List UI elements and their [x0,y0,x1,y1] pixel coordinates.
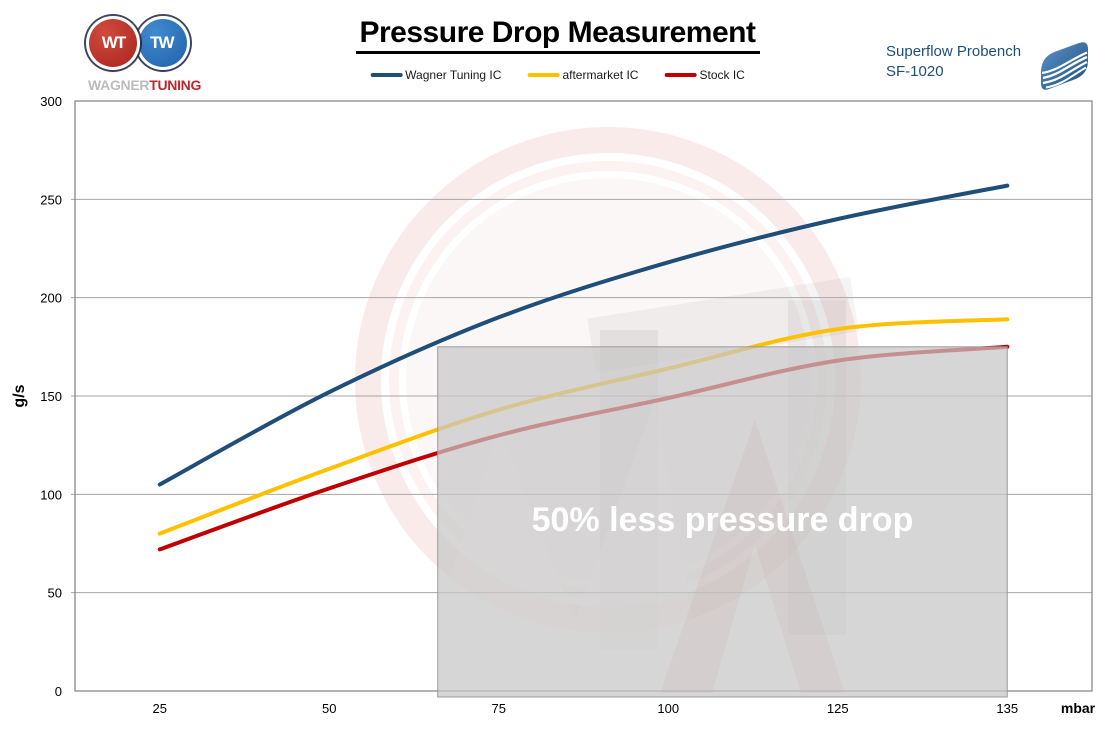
y-axis-label: g/s [11,384,28,407]
x-tick-label-25: 25 [153,701,167,716]
wagner-tuning-wordmark: WAGNERTUNING [88,77,238,93]
series-line-wagner-tuning-ic [157,183,1010,487]
y-tick-label-150: 150 [40,389,62,404]
wagner-tuning-emblem: WT WT [78,12,238,74]
x-tick-label-50: 50 [322,701,336,716]
test-bench-label: Superflow Probench SF-1020 [886,42,1021,82]
y-tick-label-250: 250 [40,192,62,207]
test-bench-model: SF-1020 [886,63,944,80]
wagner-emblem-red-circle: WT [86,16,140,70]
chart-legend: Wagner Tuning IC aftermarket IC Stock IC [370,68,745,82]
x-tick-label-125: 125 [827,701,849,716]
x-tick-label-75: 75 [492,701,506,716]
wagner-emblem-blue-circle: WT [136,16,190,70]
x-axis-unit-label: mbar [1061,700,1096,716]
wagner-monogram-mirrored: WT [151,33,175,52]
legend-item-aftermarket-ic: aftermarket IC [527,68,638,82]
y-tick-label-200: 200 [40,291,62,306]
chart-title: Pressure Drop Measurement [355,16,760,54]
y-tick-label-50: 50 [48,586,62,601]
chart-title-wrap: Pressure Drop Measurement [355,16,760,54]
legend-label: aftermarket IC [562,68,639,82]
y-tick-label-300: 300 [40,94,62,109]
test-bench-block: Superflow Probench SF-1020 [886,42,1093,96]
legend-swatch [370,73,403,77]
annotation-box [437,346,1008,698]
x-tick-label-100: 100 [657,701,679,716]
legend-item-wagner-tuning-ic: Wagner Tuning IC [370,68,501,82]
y-tick-label-0: 0 [55,684,62,699]
legend-swatch [664,73,697,77]
superflow-logo-icon [1041,42,1089,90]
legend-swatch [527,73,560,77]
y-tick-label-100: 100 [40,487,62,502]
wagner-tuning-logo: WT WT WAGNERTUNING [78,12,238,93]
legend-item-stock-ic: Stock IC [664,68,745,82]
wordmark-wagner: WAGNER [88,77,150,93]
wordmark-tuning: TUNING [149,77,202,93]
wagner-monogram: WT [101,33,126,52]
x-tick-label-135: 135 [996,701,1018,716]
legend-label: Stock IC [699,68,745,82]
annotation-text: 50% less pressure drop [532,501,914,539]
legend-label: Wagner Tuning IC [405,68,502,82]
test-bench-name: Superflow Probench [886,43,1022,60]
